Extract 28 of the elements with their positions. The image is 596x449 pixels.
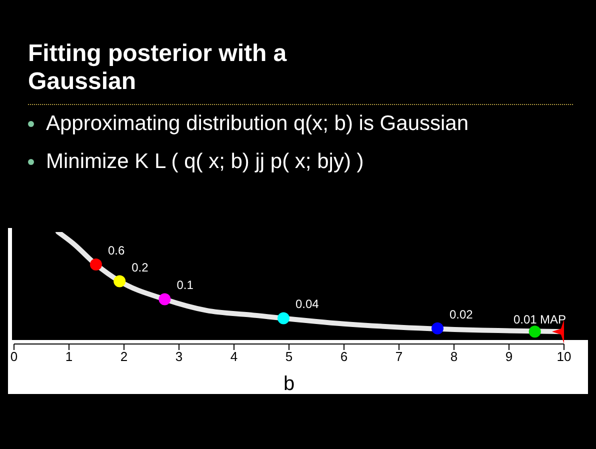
point (90, 258, 102, 270)
annotation: 0.2 (132, 260, 149, 274)
x-tick-label: 7 (395, 349, 403, 364)
x-tick-label: 8 (450, 349, 458, 364)
text: Minimize K L ( q( x; b) jj p( x; bjy) ) (45, 150, 364, 174)
x-tick-label: 2 (120, 349, 128, 364)
x-tick-label: 10 (556, 349, 572, 364)
annotation: 0.6 (108, 243, 125, 258)
annotation: 0.02 (450, 307, 474, 322)
x-tick-label: 9 (505, 349, 513, 364)
point (432, 322, 444, 334)
x-tick-label: 1 (65, 349, 73, 364)
point (114, 275, 126, 288)
point (158, 293, 171, 306)
point (528, 326, 541, 338)
x-tick-label: 5 (285, 349, 293, 364)
annotation: 0.1 (176, 278, 194, 292)
text: Approximating distribution q(x; b) is Gaussian (45, 112, 469, 136)
annotation: MAP (540, 312, 566, 327)
point (278, 312, 290, 324)
annotation: 0.04 (296, 297, 320, 312)
x-tick-label: 4 (230, 349, 238, 364)
chart-title: Fitting posterior with a Gaussian (28, 40, 288, 96)
x-axis-title: b (283, 373, 295, 395)
x-tick-label: 0 (10, 349, 18, 364)
x-tick-label: 6 (340, 349, 348, 364)
annotation: 0.01 (513, 312, 538, 327)
x-tick-label: 3 (175, 349, 183, 364)
